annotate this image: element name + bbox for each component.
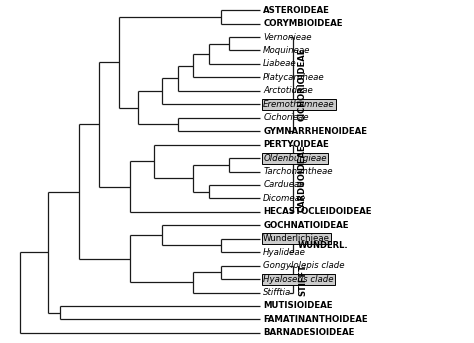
Text: Dicomeae: Dicomeae — [263, 194, 306, 203]
Text: Platycarpheae: Platycarpheae — [263, 73, 325, 82]
Text: CICHORIOIDEAE: CICHORIOIDEAE — [298, 47, 307, 121]
Text: Cardueae: Cardueae — [263, 180, 305, 189]
Text: ASTEROIDEAE: ASTEROIDEAE — [263, 5, 330, 15]
Text: Gongylolepis clade: Gongylolepis clade — [263, 261, 345, 270]
Text: Hyaloseris clade: Hyaloseris clade — [263, 274, 334, 284]
Text: Tarchonantheae: Tarchonantheae — [263, 167, 333, 176]
Text: Liabeae: Liabeae — [263, 59, 297, 69]
Text: BARNADESIOIDEAE: BARNADESIOIDEAE — [263, 328, 355, 338]
Text: HECASTOCLEIDOIDEAE: HECASTOCLEIDOIDEAE — [263, 207, 372, 216]
Text: CARDUOIDEAE: CARDUOIDEAE — [298, 144, 307, 212]
Text: Moquineae: Moquineae — [263, 46, 310, 55]
Text: CORYMBIOIDEAE: CORYMBIOIDEAE — [263, 19, 343, 28]
Text: GYMNARRHENOIDEAE: GYMNARRHENOIDEAE — [263, 127, 367, 136]
Text: MUTISIOIDEAE: MUTISIOIDEAE — [263, 301, 333, 310]
Text: PERTYOIDEAE: PERTYOIDEAE — [263, 140, 329, 149]
Text: GOCHNATIOIDEAE: GOCHNATIOIDEAE — [263, 221, 349, 230]
Text: Eremothamneae: Eremothamneae — [263, 100, 335, 109]
Text: FAMATINANTHOIDEAE: FAMATINANTHOIDEAE — [263, 315, 368, 324]
Text: Wunderlichieae: Wunderlichieae — [263, 234, 330, 243]
Text: Arctotideae: Arctotideae — [263, 86, 313, 95]
Text: Hyalideae: Hyalideae — [263, 248, 306, 257]
Text: WUNDERL.: WUNDERL. — [298, 241, 349, 250]
Text: Oldenburgieae: Oldenburgieae — [263, 154, 327, 163]
Text: Stifftia: Stifftia — [263, 288, 292, 297]
Text: Vernonieae: Vernonieae — [263, 33, 312, 42]
Text: Cichorieae: Cichorieae — [263, 113, 309, 122]
Text: STIFFT.: STIFFT. — [298, 262, 307, 296]
